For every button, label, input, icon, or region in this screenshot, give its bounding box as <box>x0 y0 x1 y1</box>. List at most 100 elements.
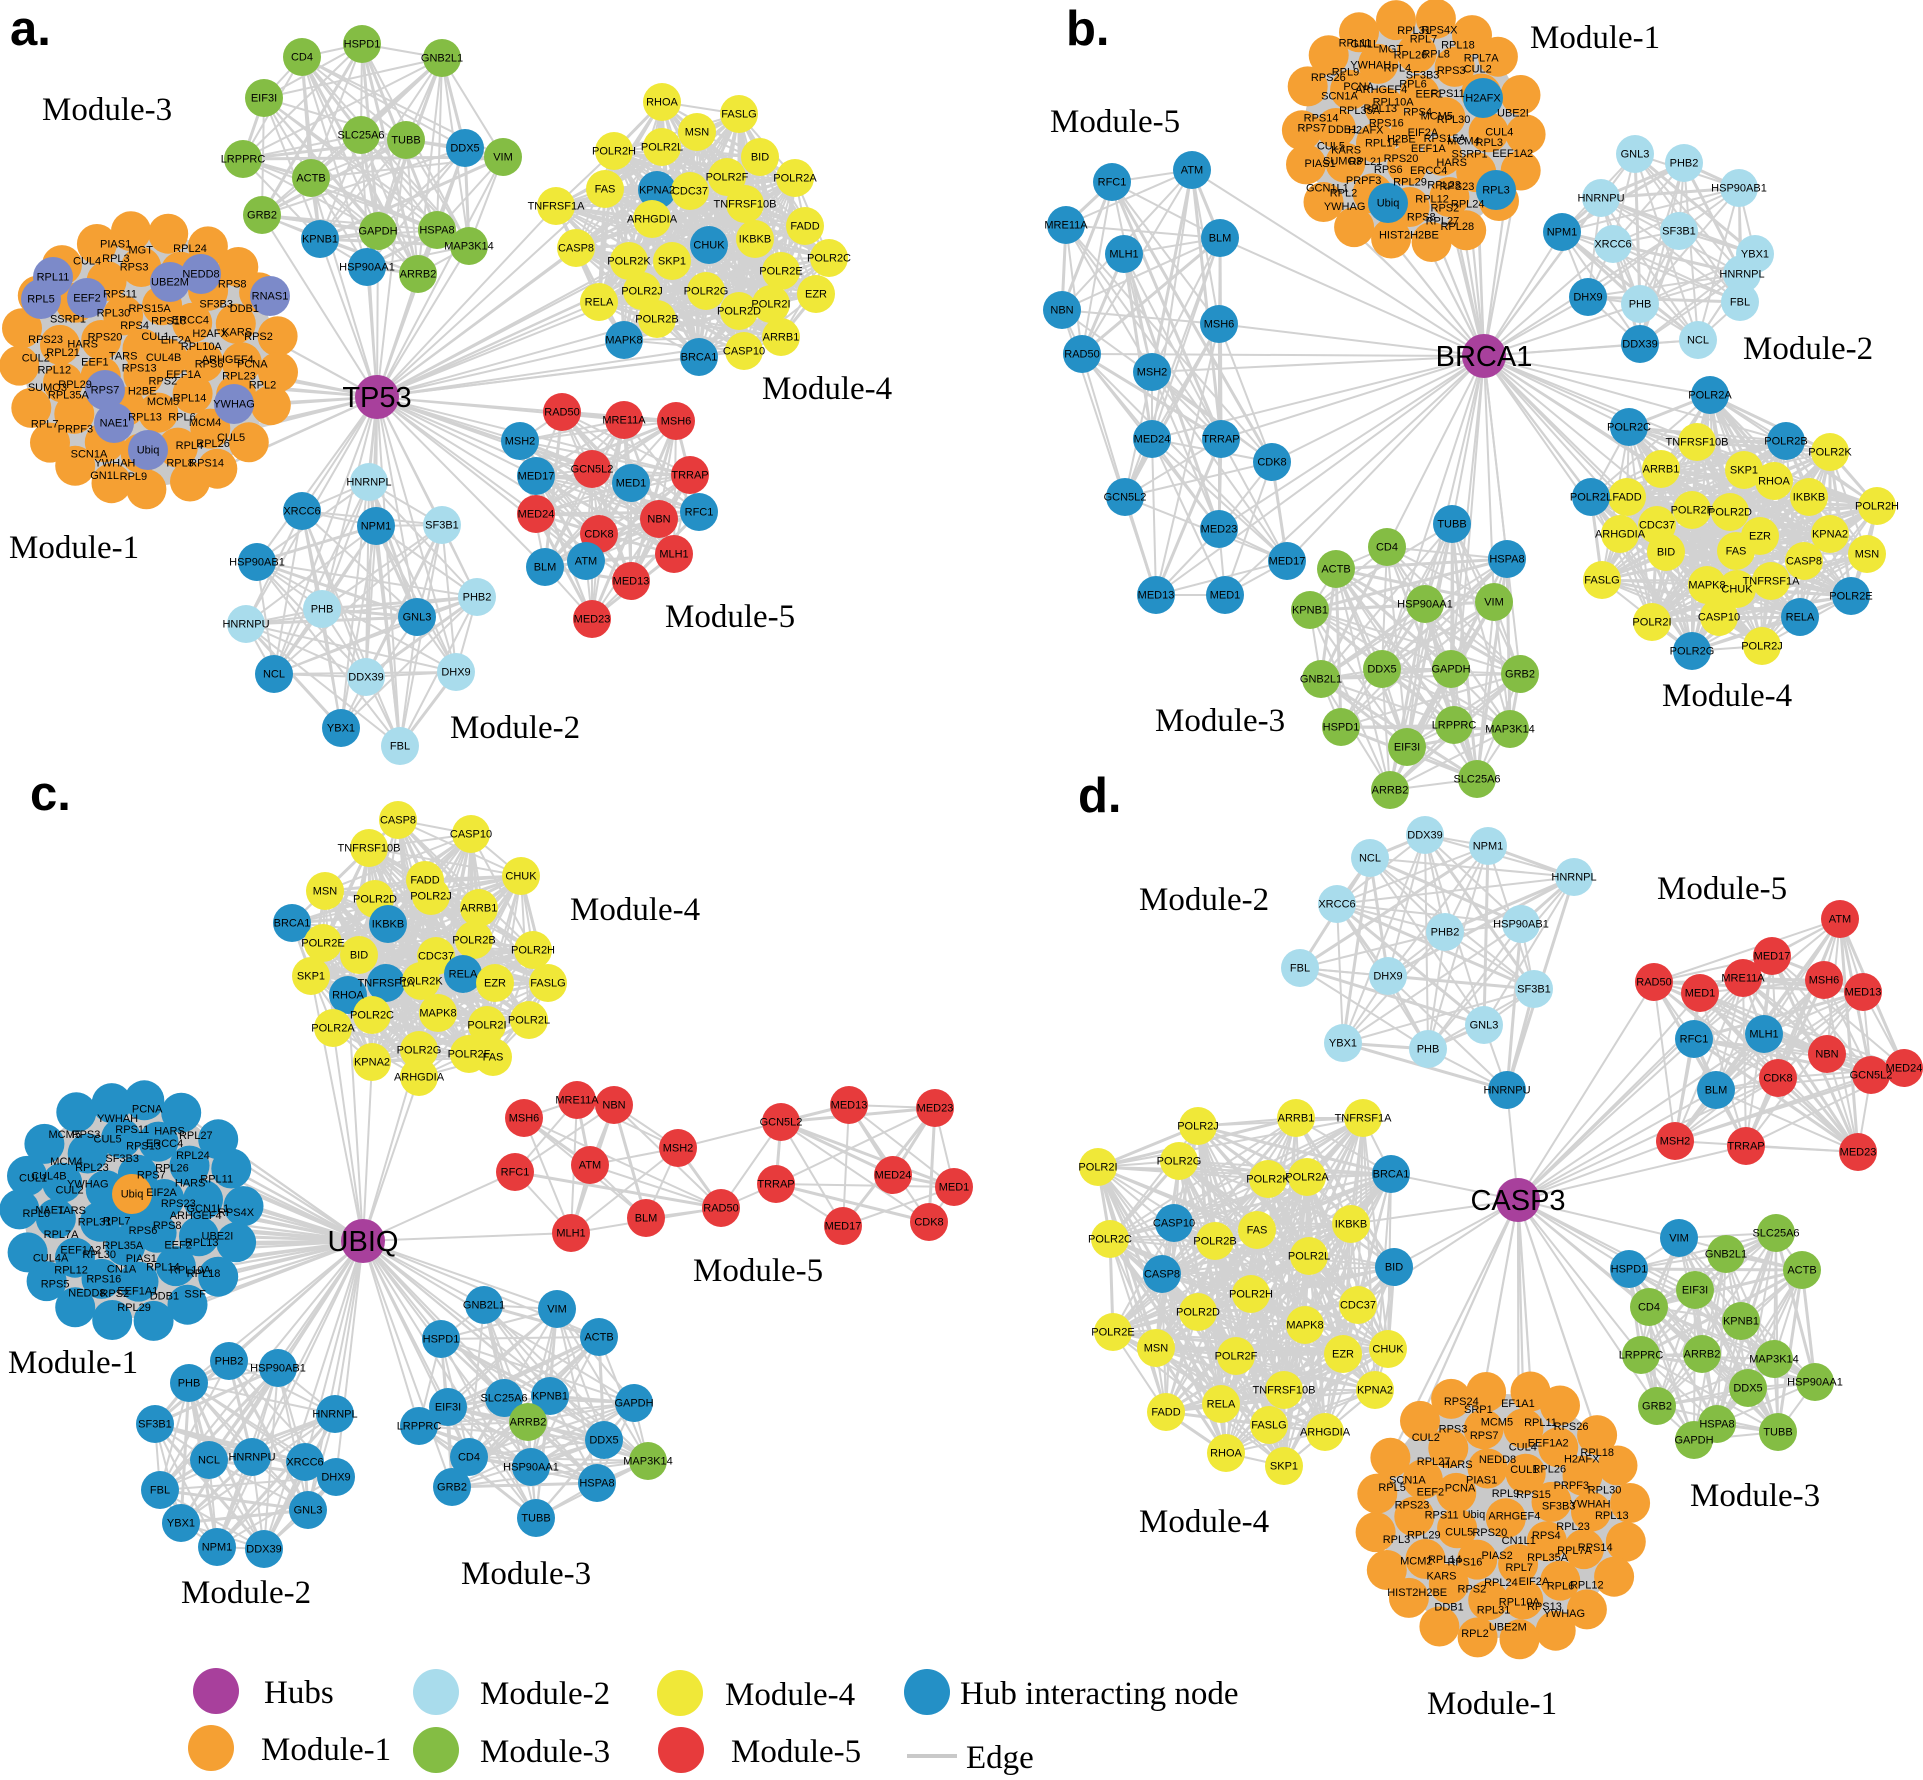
svg-text:RPL23: RPL23 <box>222 370 256 382</box>
svg-text:MED13: MED13 <box>1845 987 1882 999</box>
svg-text:DDB1: DDB1 <box>1328 124 1357 136</box>
svg-text:RPL13: RPL13 <box>185 1237 219 1249</box>
svg-text:MED13: MED13 <box>831 1100 868 1112</box>
svg-text:POLR2K: POLR2K <box>607 256 651 268</box>
svg-text:CD4: CD4 <box>1376 542 1398 554</box>
svg-text:MGT: MGT <box>128 244 153 256</box>
svg-text:RPL3: RPL3 <box>1383 1534 1411 1546</box>
svg-text:CASP10: CASP10 <box>1698 612 1740 624</box>
svg-text:RPL24: RPL24 <box>1451 198 1485 210</box>
svg-text:Edge: Edge <box>966 1740 1034 1775</box>
svg-text:SKP1: SKP1 <box>297 971 325 983</box>
svg-text:ARHGEF4: ARHGEF4 <box>170 1210 222 1222</box>
svg-text:NPM1: NPM1 <box>202 1542 233 1554</box>
svg-text:ARHGDIA: ARHGDIA <box>394 1072 445 1084</box>
svg-text:RPL5: RPL5 <box>1378 1482 1406 1494</box>
svg-text:TP53: TP53 <box>342 382 411 414</box>
svg-text:MAP3K14: MAP3K14 <box>623 1456 673 1468</box>
svg-text:MAPK8: MAPK8 <box>605 335 642 347</box>
svg-text:POLR2A: POLR2A <box>311 1023 355 1035</box>
svg-text:MCM5: MCM5 <box>1481 1417 1513 1429</box>
svg-text:RPL14: RPL14 <box>1428 1554 1462 1566</box>
svg-text:UBE2I: UBE2I <box>1497 108 1529 120</box>
svg-text:RPL7A: RPL7A <box>44 1229 80 1241</box>
svg-text:RHOA: RHOA <box>1758 476 1790 488</box>
svg-text:RPL12: RPL12 <box>54 1265 88 1277</box>
svg-text:RPL7: RPL7 <box>1410 34 1438 46</box>
svg-text:SSF: SSF <box>184 1289 206 1301</box>
svg-text:PIAS1: PIAS1 <box>1305 158 1336 170</box>
svg-text:POLR2D: POLR2D <box>353 894 397 906</box>
svg-text:EZR: EZR <box>805 289 827 301</box>
svg-text:DHX9: DHX9 <box>1373 971 1402 983</box>
svg-text:POLR2B: POLR2B <box>452 935 495 947</box>
svg-text:RPL26: RPL26 <box>1532 1464 1566 1476</box>
svg-text:RPS14: RPS14 <box>189 458 224 470</box>
svg-text:ERCC4: ERCC4 <box>1410 165 1447 177</box>
svg-text:POLR2L: POLR2L <box>1570 492 1612 504</box>
svg-text:GNB2L1: GNB2L1 <box>421 53 463 65</box>
svg-text:GN1L: GN1L <box>90 470 119 482</box>
svg-text:PHB: PHB <box>311 604 334 616</box>
svg-text:EZR: EZR <box>1332 1349 1354 1361</box>
svg-text:MSH6: MSH6 <box>509 1113 540 1125</box>
svg-text:RPS23: RPS23 <box>161 1198 196 1210</box>
svg-text:TNFRSF1A: TNFRSF1A <box>1743 576 1801 588</box>
svg-text:SKP1: SKP1 <box>1270 1461 1298 1473</box>
svg-text:RPL29: RPL29 <box>1393 177 1427 189</box>
svg-text:GNL3: GNL3 <box>1621 149 1650 161</box>
svg-text:RPL7: RPL7 <box>103 1216 131 1228</box>
svg-text:TARS: TARS <box>109 350 138 362</box>
svg-text:RPL9: RPL9 <box>120 471 148 483</box>
svg-text:EEF1A: EEF1A <box>1411 143 1447 155</box>
svg-text:POLR2J: POLR2J <box>621 286 663 298</box>
svg-text:CUL1: CUL1 <box>19 1173 47 1185</box>
svg-text:GNL3: GNL3 <box>403 612 432 624</box>
svg-text:PCNA: PCNA <box>1445 1482 1476 1494</box>
svg-text:XRCC6: XRCC6 <box>1318 899 1355 911</box>
svg-text:RPS16: RPS16 <box>1447 1557 1482 1569</box>
svg-text:RPL14: RPL14 <box>173 393 207 405</box>
svg-text:MAP3K14: MAP3K14 <box>1485 724 1535 736</box>
svg-text:Module-2: Module-2 <box>1139 882 1269 918</box>
svg-text:SUMO3: SUMO3 <box>1323 155 1362 167</box>
svg-text:PHB2: PHB2 <box>1431 927 1460 939</box>
svg-text:ARHGEF4: ARHGEF4 <box>202 354 254 366</box>
svg-text:RPL10A: RPL10A <box>1499 1596 1541 1608</box>
svg-text:EZR: EZR <box>1749 531 1771 543</box>
svg-text:CUL4B: CUL4B <box>146 352 181 364</box>
svg-text:RPL35A: RPL35A <box>1339 105 1381 117</box>
svg-text:EIF2A: EIF2A <box>1408 127 1439 139</box>
svg-text:RPS23: RPS23 <box>1439 181 1474 193</box>
svg-text:CUL2: CUL2 <box>1464 64 1492 76</box>
svg-text:CDK8: CDK8 <box>914 1217 943 1229</box>
svg-text:GAPDH: GAPDH <box>614 1398 653 1410</box>
svg-text:TRRAP: TRRAP <box>1202 434 1239 446</box>
svg-text:RPL6: RPL6 <box>23 1208 51 1220</box>
svg-text:KPNA2: KPNA2 <box>354 1057 390 1069</box>
svg-text:EEF2: EEF2 <box>164 1240 192 1252</box>
svg-text:ARRB2: ARRB2 <box>1372 785 1409 797</box>
svg-text:RAD50: RAD50 <box>703 1203 738 1215</box>
svg-text:HNRNPU: HNRNPU <box>222 619 269 631</box>
svg-text:LRPPRC: LRPPRC <box>1432 720 1477 732</box>
svg-text:HSPA8: HSPA8 <box>1489 554 1524 566</box>
svg-text:Module-2: Module-2 <box>480 1676 610 1712</box>
svg-text:RPL24: RPL24 <box>1484 1577 1518 1589</box>
svg-text:HARS: HARS <box>175 1178 206 1190</box>
svg-text:BRCA1: BRCA1 <box>274 918 311 930</box>
svg-text:H2BE: H2BE <box>128 386 157 398</box>
svg-text:SCN1A: SCN1A <box>71 448 108 460</box>
svg-text:ARRB1: ARRB1 <box>461 903 498 915</box>
svg-text:TARS: TARS <box>57 1205 86 1217</box>
svg-text:MGT: MGT <box>1379 44 1404 56</box>
svg-text:LRPPRC: LRPPRC <box>397 1421 442 1433</box>
svg-text:DDX39: DDX39 <box>348 672 383 684</box>
svg-text:POLR2H: POLR2H <box>1855 501 1899 513</box>
svg-text:SRP1: SRP1 <box>1464 1404 1493 1416</box>
svg-text:PIAS1: PIAS1 <box>100 239 131 251</box>
svg-text:NCL: NCL <box>1687 335 1709 347</box>
svg-text:MRE11A: MRE11A <box>1721 973 1765 985</box>
svg-text:HSP90AB1: HSP90AB1 <box>1493 919 1549 931</box>
svg-text:YBX1: YBX1 <box>1329 1038 1357 1050</box>
